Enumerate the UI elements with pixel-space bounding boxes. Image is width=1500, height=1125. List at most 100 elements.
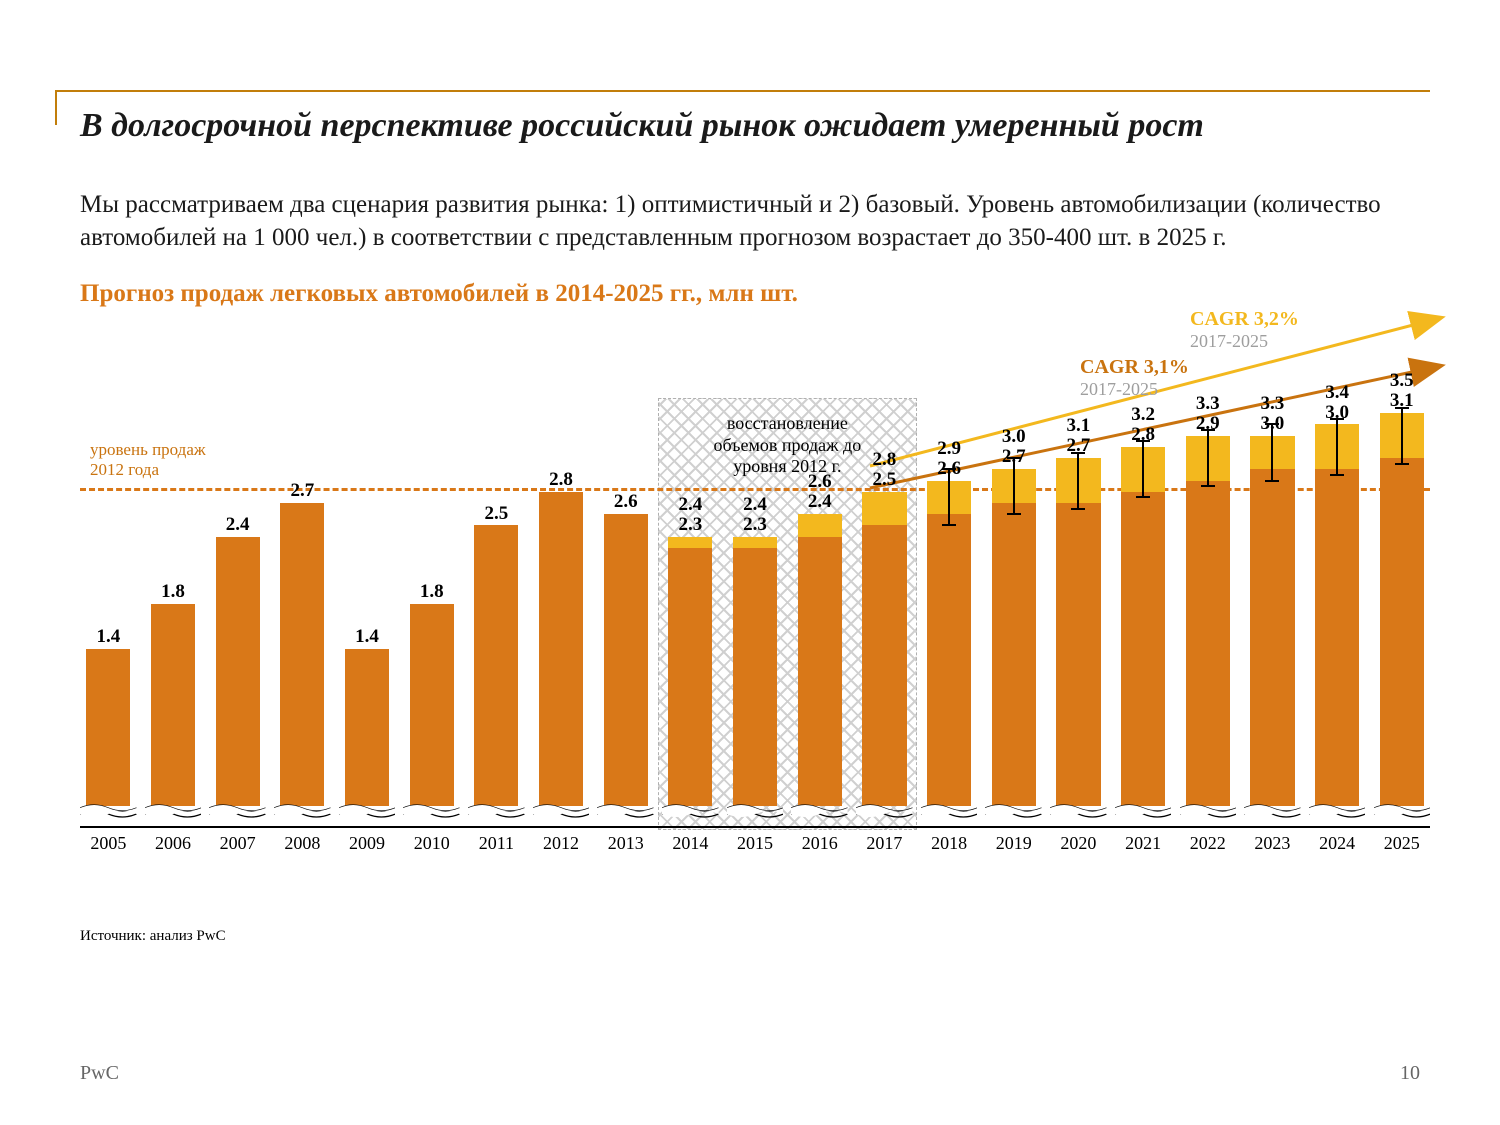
bar-col: 3.12.7 xyxy=(1050,458,1107,816)
x-tick-label: 2016 xyxy=(791,833,848,854)
bar-col: 2.5 xyxy=(468,525,525,816)
bar-stack xyxy=(1186,436,1230,806)
axis-break-icon xyxy=(601,806,650,816)
bar-base-segment xyxy=(733,548,777,806)
bar-opt-segment xyxy=(668,537,712,548)
bar-base-segment xyxy=(1186,481,1230,806)
bar-base-segment xyxy=(151,604,195,806)
bar-value-label: 2.42.3 xyxy=(662,495,719,535)
bar-value-label: 3.53.1 xyxy=(1373,371,1430,411)
axis-break-icon xyxy=(472,806,521,816)
bar-stack xyxy=(992,469,1036,806)
bar-base-segment xyxy=(474,525,518,806)
bars-container: 1.41.82.42.71.41.82.52.82.62.42.32.42.32… xyxy=(80,398,1430,816)
bar-opt-segment xyxy=(862,492,906,526)
bar-stack xyxy=(1315,424,1359,806)
error-bar xyxy=(1142,441,1144,497)
x-tick-label: 2011 xyxy=(468,833,525,854)
x-tick-label: 2010 xyxy=(403,833,460,854)
bar-col: 2.82.5 xyxy=(856,492,913,816)
x-tick-label: 2013 xyxy=(597,833,654,854)
bar-stack xyxy=(151,604,195,806)
bar-col: 3.33.0 xyxy=(1244,436,1301,816)
bar-value-label: 2.4 xyxy=(209,515,266,535)
title-rule xyxy=(55,90,1430,92)
axis-break-icon xyxy=(795,806,844,816)
bar-stack xyxy=(1056,458,1100,806)
bar-col: 1.4 xyxy=(339,649,396,816)
bar-col: 2.6 xyxy=(597,514,654,816)
axis-break-icon xyxy=(1313,806,1362,816)
axis-break-icon xyxy=(666,806,715,816)
cagr-top-sub: 2017-2025 xyxy=(1190,331,1268,351)
bar-col: 3.43.0 xyxy=(1309,424,1366,816)
axis-break-icon xyxy=(989,806,1038,816)
bar-stack xyxy=(410,604,454,806)
bar-col: 2.8 xyxy=(533,492,590,816)
bar-stack xyxy=(798,514,842,806)
x-tick-label: 2021 xyxy=(1115,833,1172,854)
bar-value-label: 2.5 xyxy=(468,504,525,524)
axis-break-icon xyxy=(1248,806,1297,816)
bar-base-segment xyxy=(798,537,842,806)
bar-base-segment xyxy=(1250,469,1294,806)
x-tick-label: 2014 xyxy=(662,833,719,854)
bar-opt-segment xyxy=(798,514,842,536)
x-tick-label: 2012 xyxy=(533,833,590,854)
cagr-top-label: CAGR 3,2% 2017-2025 xyxy=(1190,308,1299,352)
axis-break-icon xyxy=(537,806,586,816)
bar-base-segment xyxy=(1315,469,1359,806)
axis-break-icon xyxy=(731,806,780,816)
error-bar xyxy=(1336,419,1338,475)
bar-value-label: 2.82.5 xyxy=(856,450,913,490)
cagr-bot-text: CAGR 3,1% xyxy=(1080,356,1189,378)
x-tick-label: 2022 xyxy=(1179,833,1236,854)
axis-break-icon xyxy=(343,806,392,816)
x-tick-label: 2015 xyxy=(727,833,784,854)
bar-value-label: 2.6 xyxy=(597,492,654,512)
bar-base-segment xyxy=(927,514,971,806)
error-bar xyxy=(948,469,950,525)
axis-break-icon xyxy=(278,806,327,816)
axis-break-icon xyxy=(149,806,198,816)
bar-stack xyxy=(604,514,648,806)
bar-col: 2.7 xyxy=(274,503,331,816)
bar-col: 2.62.4 xyxy=(791,514,848,816)
bar-stack xyxy=(1121,447,1165,806)
bar-base-segment xyxy=(539,492,583,806)
bar-base-segment xyxy=(604,514,648,806)
cagr-top-text: CAGR 3,2% xyxy=(1190,308,1299,330)
chart: CAGR 3,2% 2017-2025 CAGR 3,1% 2017-2025 … xyxy=(80,318,1430,878)
bar-base-segment xyxy=(216,537,260,806)
bar-stack xyxy=(1250,436,1294,806)
bar-value-label: 1.4 xyxy=(80,627,137,647)
x-tick-label: 2019 xyxy=(985,833,1042,854)
axis-break-icon xyxy=(925,806,974,816)
subtitle: Мы рассматриваем два сценария развития р… xyxy=(80,188,1430,256)
chart-area: уровень продаж2012 года 1.41.82.42.71.41… xyxy=(80,398,1430,828)
bar-stack xyxy=(345,649,389,806)
bar-value-label: 2.62.4 xyxy=(791,472,848,512)
axis-break-icon xyxy=(84,806,133,816)
bar-stack xyxy=(668,537,712,806)
bar-stack xyxy=(862,492,906,806)
cagr-bot-sub: 2017-2025 xyxy=(1080,379,1158,399)
x-tick-label: 2020 xyxy=(1050,833,1107,854)
bar-base-segment xyxy=(668,548,712,806)
bar-stack xyxy=(1380,413,1424,806)
source-text: Источник: анализ PwC xyxy=(80,928,1430,945)
cagr-bot-label: CAGR 3,1% 2017-2025 xyxy=(1080,356,1189,400)
bar-base-segment xyxy=(992,503,1036,806)
footer-brand: PwC xyxy=(80,1062,119,1085)
bar-stack xyxy=(539,492,583,806)
bar-stack xyxy=(474,525,518,806)
error-bar xyxy=(1401,408,1403,464)
bar-col: 3.22.8 xyxy=(1115,447,1172,816)
axis-break-icon xyxy=(213,806,262,816)
bar-stack xyxy=(927,481,971,806)
bar-base-segment xyxy=(1121,492,1165,806)
bar-value-label: 1.8 xyxy=(403,582,460,602)
bar-value-label: 2.8 xyxy=(533,470,590,490)
x-tick-label: 2006 xyxy=(145,833,202,854)
axis-break-icon xyxy=(1377,806,1426,816)
